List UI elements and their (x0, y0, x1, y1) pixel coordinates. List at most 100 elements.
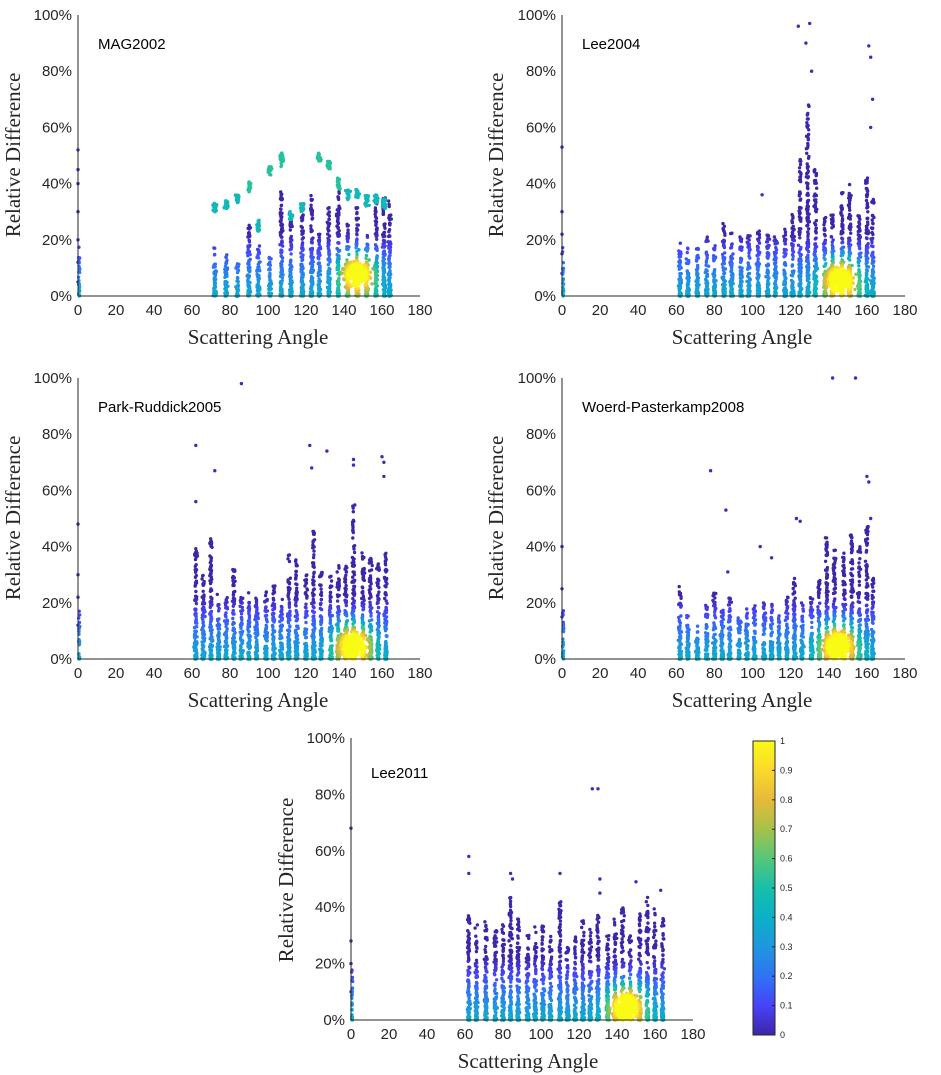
data-point (340, 271, 344, 276)
data-point (352, 274, 356, 278)
data-point (798, 179, 803, 184)
data-point (336, 183, 340, 187)
data-point (790, 274, 795, 278)
data-point (678, 241, 682, 245)
data-point (686, 247, 690, 251)
data-point (373, 212, 377, 216)
data-point (194, 563, 198, 567)
x-tick-label: 140 (816, 302, 841, 319)
data-point (355, 256, 359, 260)
data-point (704, 274, 709, 279)
y-tick-label: 80% (42, 63, 72, 80)
y-tick-label: 100% (518, 7, 556, 24)
y-tick-label: 60% (526, 119, 556, 136)
x-tick-label: 60 (184, 302, 201, 319)
data-point (841, 278, 846, 282)
data-point (806, 117, 810, 121)
data-point (804, 41, 808, 45)
data-point (382, 205, 387, 209)
data-point (338, 206, 342, 211)
data-point (300, 232, 304, 236)
data-point (245, 251, 249, 255)
data-point (257, 244, 262, 248)
data-point (823, 234, 827, 238)
data-point (279, 207, 283, 211)
data-point (374, 196, 379, 200)
data-point (677, 267, 681, 271)
data-point (864, 228, 868, 232)
data-point (720, 252, 725, 257)
data-point (222, 206, 226, 210)
data-point (792, 238, 796, 243)
data-point (865, 216, 869, 221)
data-point (807, 227, 811, 231)
data-point (799, 227, 803, 231)
data-point (831, 213, 835, 217)
data-point (373, 272, 378, 277)
data-point (354, 246, 358, 250)
data-point (855, 284, 860, 288)
data-point (213, 206, 217, 210)
data-point (387, 230, 391, 234)
data-point (760, 193, 764, 197)
data-point (301, 215, 305, 219)
data-point (767, 237, 772, 241)
data-point (840, 214, 844, 218)
data-point (847, 281, 852, 285)
data-point (300, 258, 304, 263)
data-point (236, 280, 240, 284)
data-point (865, 195, 869, 199)
data-point (808, 21, 812, 26)
data-point (846, 285, 850, 289)
data-point (278, 243, 282, 247)
data-point (327, 217, 331, 222)
data-point (336, 197, 341, 202)
data-point (300, 237, 304, 241)
data-point (302, 207, 306, 211)
data-point (757, 229, 761, 233)
x-tick-label: 0 (74, 302, 82, 319)
data-point (374, 234, 378, 238)
data-point (765, 264, 770, 268)
data-point (356, 192, 361, 196)
y-tick-label: 20% (526, 232, 556, 249)
data-point (280, 211, 284, 215)
data-point (356, 223, 360, 227)
panel-title: MAG2002 (98, 36, 166, 53)
scatter-points (560, 21, 876, 298)
data-point (790, 221, 795, 225)
data-point (835, 289, 840, 293)
data-point (804, 147, 809, 151)
x-tick-label: 120 (778, 302, 803, 319)
data-point (309, 224, 313, 228)
data-point (364, 253, 369, 258)
data-point (366, 243, 370, 247)
data-point (822, 253, 826, 257)
data-point (798, 198, 802, 202)
data-point (267, 268, 271, 272)
data-point (813, 237, 817, 241)
data-point (739, 239, 744, 244)
data-point (856, 261, 861, 265)
y-axis-label: Relative Difference (484, 73, 508, 238)
data-point (756, 277, 760, 282)
data-point (738, 260, 743, 264)
data-point (236, 276, 240, 280)
data-point (246, 187, 251, 191)
data-point (830, 285, 835, 290)
data-point (300, 243, 304, 247)
data-point (194, 581, 199, 585)
data-point (288, 248, 292, 252)
data-point (847, 182, 852, 187)
x-tick-label: 160 (369, 302, 394, 319)
data-point (248, 270, 252, 274)
data-point (280, 197, 284, 202)
data-point (849, 231, 853, 235)
data-point (337, 191, 341, 195)
data-point (360, 266, 365, 270)
data-point (354, 188, 359, 192)
data-point (76, 275, 81, 279)
data-point (326, 206, 330, 211)
data-point (729, 246, 733, 250)
data-point (365, 249, 369, 253)
